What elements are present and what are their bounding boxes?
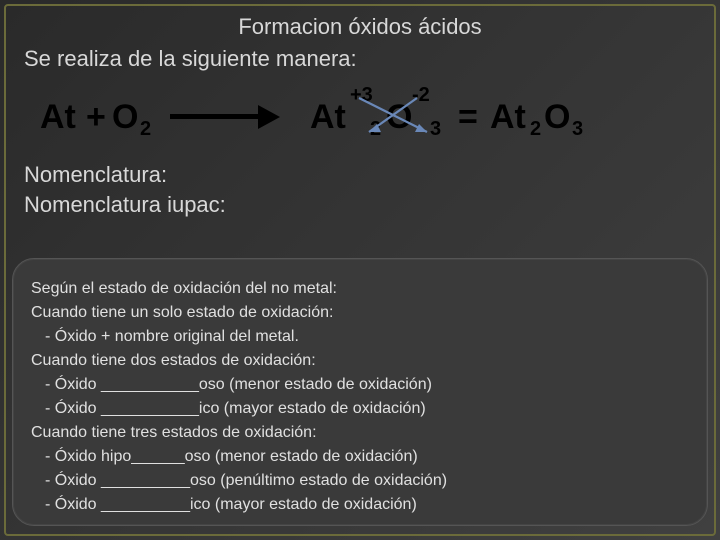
eq-o3: O — [544, 98, 570, 137]
rule-line: - Óxido ___________oso (menor estado de … — [31, 373, 689, 397]
eq-at3-sub: 2 — [530, 118, 541, 141]
cross-arrows — [345, 80, 445, 144]
reaction-arrow-shaft — [170, 114, 260, 119]
eq-at1: At — [40, 98, 76, 137]
eq-at3: At — [490, 98, 526, 137]
eq-equals: = — [458, 98, 478, 137]
rule-line: - Óxido hipo______oso (menor estado de o… — [31, 445, 689, 469]
eq-o1-sub: 2 — [140, 118, 151, 141]
eq-o1: O — [112, 98, 138, 137]
reaction-arrow-head — [258, 105, 280, 129]
eq-o3-sub: 3 — [572, 118, 583, 141]
rules-box: Según el estado de oxidación del no meta… — [12, 258, 708, 526]
rule-line: Según el estado de oxidación del no meta… — [31, 277, 689, 301]
rule-line: - Óxido ___________ico (mayor estado de … — [31, 397, 689, 421]
eq-plus: + — [86, 98, 106, 137]
rule-line: - Óxido __________ico (mayor estado de o… — [31, 493, 689, 517]
rule-line: - Óxido __________oso (penúltimo estado … — [31, 469, 689, 493]
rule-line: Cuando tiene dos estados de oxidación: — [31, 349, 689, 373]
rule-line: - Óxido + nombre original del metal. — [31, 325, 689, 349]
equation: At + O 2 At +3 2 O -2 3 = At 2 O 3 — [0, 80, 720, 152]
rule-line: Cuando tiene tres estados de oxidación: — [31, 421, 689, 445]
eq-at2: At — [310, 98, 346, 137]
rule-line: Cuando tiene un solo estado de oxidación… — [31, 301, 689, 325]
